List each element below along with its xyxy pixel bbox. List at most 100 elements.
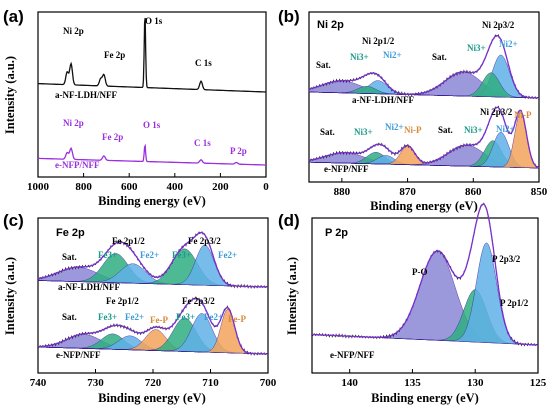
panel-c: (c) Fe 2p 740 730 720 710 700 Binding energy… <box>3 211 277 405</box>
b-ann-ni3-2: Ni3+ <box>467 43 486 53</box>
b-ann-sat-1: Sat. <box>316 60 331 70</box>
xtick-label: 1000 <box>27 181 50 193</box>
fit-envelope <box>312 203 538 346</box>
panel-c-xlabel: Binding energy (eV) <box>98 391 206 405</box>
panel-c-annotations: Sat. Fe 2p1/2 Fe3+ Fe2+ Fe 2p3/2 Fe3+ Fe… <box>56 236 246 360</box>
panel-a-ticks: 1000 800 600 400 200 0 <box>27 173 269 193</box>
c-series-label-ldh: a-NF-LDH/NFF <box>58 282 120 292</box>
panel-c-plot <box>37 231 269 356</box>
xtick-label: 730 <box>87 377 104 389</box>
c-ann-fe2p12-2: Fe 2p1/2 <box>106 296 139 306</box>
c-ann-fe2p32: Fe 2p3/2 <box>188 236 221 246</box>
xtick-label: 850 <box>531 186 548 198</box>
panel-b-frame <box>308 11 540 183</box>
a-ann-o1s: O 1s <box>145 16 163 26</box>
xtick-label: 700 <box>260 377 277 389</box>
c-ann-fe2-1: Fe2+ <box>140 250 159 260</box>
xtick-label: 740 <box>30 377 47 389</box>
survey-line-ldh <box>38 17 266 93</box>
b-series-label-nfp: e-NFP/NFF <box>324 164 369 174</box>
survey-line-nfp <box>38 143 266 166</box>
d-series-label-nfp: e-NFP/NFF <box>330 350 375 360</box>
xtick-label: 710 <box>202 377 219 389</box>
c-ann-fe2p12: Fe 2p1/2 <box>112 236 145 246</box>
c-ann-fe3-1: Fe3+ <box>98 250 117 260</box>
panel-b-label: (b) <box>278 7 300 26</box>
xtick-label: 125 <box>530 377 547 389</box>
a-ann-ni2p: Ni 2p <box>63 26 84 36</box>
panel-d-xlabel: Binding energy (eV) <box>371 391 479 405</box>
fit-envelope <box>308 35 539 99</box>
xtick-label: 0 <box>263 181 269 193</box>
panel-b-annotations: Sat. Ni 2p1/2 Ni3+ Ni2+ Sat. Ni 2p3/2 Ni… <box>316 20 532 174</box>
panel-a-xlabel: Binding energy (eV) <box>98 194 206 208</box>
fit-envelope <box>37 231 268 288</box>
c-ann-fe2-3: Fe2+ <box>125 312 144 322</box>
b-ann-ni2p32: Ni 2p3/2 <box>482 20 515 30</box>
panel-d: (d) P 2p 140 135 130 125 Binding energy (eV… <box>278 202 547 405</box>
b-ann-ni2-4: Ni2+ <box>496 124 515 134</box>
panel-a-annotations: Ni 2p Fe 2p O 1s C 1s a-NF-LDH/NFF Ni 2p… <box>55 16 247 170</box>
c-ann-sat-1: Sat. <box>62 252 77 262</box>
b-ann-sat-3: Sat. <box>320 127 335 137</box>
c-ann-fe2-2: Fe2+ <box>218 250 237 260</box>
panel-c-ticks: 740 730 720 710 700 <box>30 369 277 389</box>
b-ann-ni2-1: Ni2+ <box>383 50 402 60</box>
panel-c-title: Fe 2p <box>56 227 85 239</box>
fit-envelope <box>308 106 540 169</box>
xtick-label: 400 <box>167 181 184 193</box>
b-series-label-ldh: a-NF-LDH/NFF <box>352 95 414 105</box>
a-ann-c1s: C 1s <box>195 58 212 68</box>
panel-d-label: (d) <box>278 211 300 230</box>
xtick-label: 130 <box>467 377 484 389</box>
b-ann-ni2p12: Ni 2p1/2 <box>362 36 395 46</box>
d-ann-p2p32: P 2p3/2 <box>492 254 521 264</box>
a-series-label-nfp: e-NFP/NFF <box>55 160 100 170</box>
c-series-label-nfp: e-NFP/NFF <box>56 350 101 360</box>
a-ann-fe2p-purple: Fe 2p <box>102 132 123 142</box>
xtick-label: 600 <box>121 181 138 193</box>
a-ann-fe2p: Fe 2p <box>104 50 125 60</box>
a-ann-ni2p-purple: Ni 2p <box>63 118 84 128</box>
a-ann-c1s-purple: C 1s <box>194 138 211 148</box>
panel-d-plot <box>311 202 539 347</box>
xtick-label: 880 <box>334 186 351 198</box>
xtick-label: 140 <box>341 377 358 389</box>
xtick-label: 200 <box>212 181 229 193</box>
a-ann-o1s-purple: O 1s <box>143 120 161 130</box>
b-ann-ni2p32-2: Ni 2p3/2 <box>480 107 513 117</box>
panel-b-xlabel: Binding energy (eV) <box>370 199 478 213</box>
c-ann-fe3-2: Fe3+ <box>172 250 191 260</box>
panel-b-ticks: 880 870 860 850 <box>334 178 548 198</box>
component-peak <box>312 242 538 346</box>
b-ann-ni3-4: Ni3+ <box>464 125 483 135</box>
xtick-label: 800 <box>75 181 92 193</box>
panel-c-label: (c) <box>3 211 24 230</box>
panel-d-title: P 2p <box>325 227 348 239</box>
d-ann-po: P-O <box>412 267 428 277</box>
b-ann-nip-2: Ni-P <box>514 110 532 120</box>
b-ann-sat-2: Sat. <box>432 52 447 62</box>
panel-b-plot <box>308 34 540 169</box>
component-peak <box>38 309 268 355</box>
component-peak <box>309 72 539 99</box>
panel-b-title: Ni 2p <box>317 19 344 31</box>
panel-b: (b) Ni 2p 880 870 860 850 Binding energy (e… <box>278 7 548 213</box>
a-ann-p2p-purple: P 2p <box>230 146 247 156</box>
b-ann-nip-1: Ni-P <box>404 125 422 135</box>
c-ann-fe2p32-2: Fe 2p3/2 <box>182 296 215 306</box>
component-peak <box>38 244 268 288</box>
panel-a: (a) 1000 800 600 400 200 0 Binding energy (eV… <box>3 7 269 208</box>
c-ann-sat-2: Sat. <box>62 312 77 322</box>
xtick-label: 720 <box>145 377 162 389</box>
d-ann-p2p12: P 2p1/2 <box>500 298 529 308</box>
panel-d-ticks: 140 135 130 125 <box>341 369 547 389</box>
xtick-label: 860 <box>465 186 482 198</box>
panel-d-frame <box>311 217 539 374</box>
panel-c-ylabel: Intensity (a.u.) <box>3 257 17 335</box>
xtick-label: 135 <box>404 377 421 389</box>
c-ann-fep-1: Fe-P <box>150 315 168 325</box>
panel-a-label: (a) <box>3 7 24 26</box>
b-ann-ni2-2: Ni2+ <box>499 39 518 49</box>
